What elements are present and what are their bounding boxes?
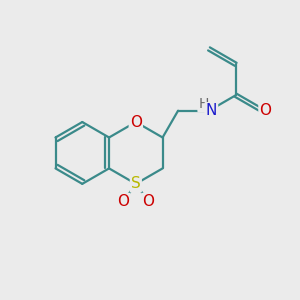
- Text: N: N: [206, 103, 217, 118]
- Text: O: O: [118, 194, 130, 209]
- Text: H: H: [199, 97, 209, 111]
- Text: O: O: [260, 103, 272, 118]
- Text: S: S: [131, 176, 141, 191]
- Text: O: O: [142, 194, 154, 209]
- Text: O: O: [130, 115, 142, 130]
